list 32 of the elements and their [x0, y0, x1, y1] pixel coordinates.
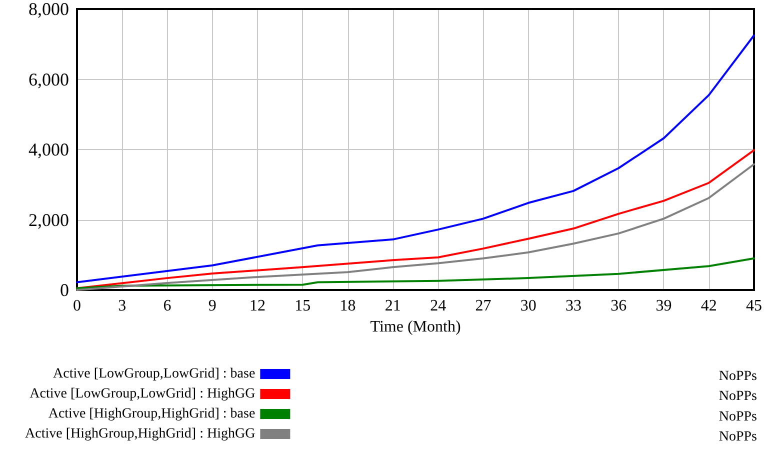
y-tick-label: 2,000 [28, 210, 69, 230]
legend-label: Active [LowGroup,LowGrid] : HighGG [30, 386, 256, 402]
x-tick-label: 45 [746, 298, 762, 314]
text: NoPPs [718, 368, 758, 384]
x-tick-label: 9 [208, 298, 216, 314]
x-tick-label: 39 [656, 298, 672, 314]
x-tick-label: 36 [610, 298, 627, 314]
text: NoPPs [718, 430, 758, 444]
x-tick-label: 33 [565, 298, 582, 314]
x-tick-label: 6 [163, 298, 172, 314]
legend-label: Active [LowGroup,LowGrid] : base [53, 366, 256, 382]
line-series [76, 34, 755, 284]
y-tick-label: 4,000 [28, 140, 69, 160]
line-series [76, 257, 755, 290]
x-tick-label: 12 [250, 298, 266, 314]
x-tick-label: 18 [340, 298, 356, 314]
x-tick-label: 15 [294, 298, 311, 314]
y-tick-label: 8,000 [28, 0, 69, 19]
legend-label: Active [HighGroup,HighGrid] : HighGG [25, 426, 256, 442]
x-tick-label: 42 [700, 298, 717, 314]
legend-label: Active [HighGroup,HighGrid] : base [48, 406, 256, 422]
x-tick-label: 3 [118, 298, 126, 314]
y-tick-label: 6,000 [28, 69, 69, 90]
text: NoPPs [718, 389, 758, 404]
y-tick-label: 0 [60, 280, 69, 300]
x-tick-label: 21 [384, 298, 401, 314]
x-tick-label: 24 [430, 298, 446, 314]
text: NoPPs [718, 409, 758, 424]
x-axis-title: Time (Month) [370, 318, 461, 336]
x-tick-label: 30 [520, 298, 536, 314]
x-tick-label: 0 [73, 298, 81, 314]
x-tick-label: 27 [475, 298, 492, 314]
